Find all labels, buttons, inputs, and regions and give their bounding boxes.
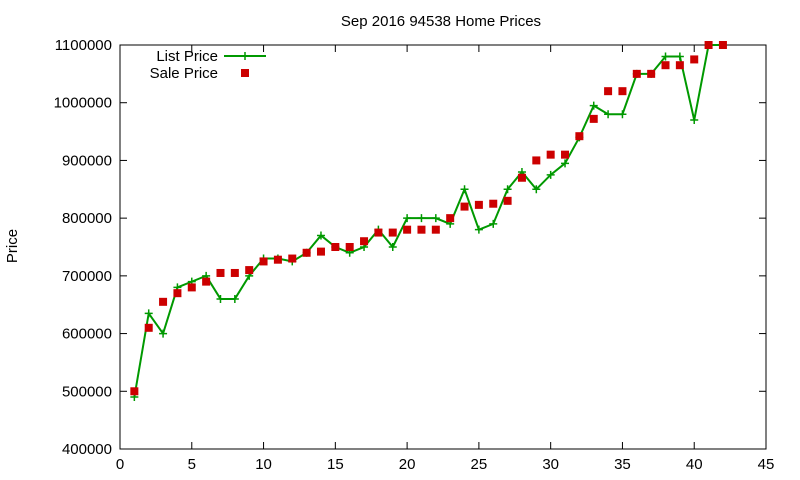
- sale-price-point: [661, 61, 670, 70]
- legend-square-swatch: [241, 69, 249, 77]
- sale-price-point: [202, 277, 211, 286]
- sale-price-point: [431, 225, 440, 234]
- sale-price-point: [331, 243, 340, 251]
- list-price-point: [675, 52, 684, 61]
- list-price-line: [133, 44, 723, 398]
- sale-price-point: [187, 283, 196, 292]
- x-tick-label: 45: [758, 456, 775, 473]
- sale-price-point: [288, 254, 297, 263]
- x-axis: 0 5 10 15 20 25 30 35 40 45: [116, 45, 775, 473]
- x-tick-label: 25: [471, 456, 488, 473]
- y-tick-label: 600000: [62, 326, 112, 343]
- y-axis: 400000 500000 600000 700000 800000 900000 1000…: [54, 37, 766, 458]
- sale-price-point: [144, 323, 153, 332]
- sale-price-point: [575, 132, 584, 141]
- list-price-point: [216, 294, 225, 303]
- list-price-point: [690, 116, 699, 125]
- sale-price-point: [690, 55, 699, 64]
- sale-price-point: [561, 150, 570, 159]
- list-price-point: [503, 185, 512, 194]
- chart-title: Sep 2016 94538 Home Prices: [341, 13, 541, 30]
- sale-price-point: [460, 202, 469, 211]
- list-price-point: [532, 185, 541, 194]
- sale-price-point: [704, 41, 713, 49]
- list-price-point: [546, 170, 555, 179]
- sale-price-point: [374, 228, 383, 237]
- sale-price-point: [675, 61, 684, 70]
- list-price-point: [604, 110, 613, 119]
- list-price-point: [460, 185, 469, 194]
- legend-label: List Price: [156, 48, 218, 65]
- sale-price-point: [388, 228, 397, 237]
- sale-price-point: [632, 69, 641, 78]
- list-price-point: [388, 243, 397, 251]
- sale-price-point: [446, 214, 455, 223]
- x-tick-label: 15: [327, 456, 344, 473]
- sale-price-point: [302, 248, 311, 257]
- sale-price-point: [360, 237, 369, 246]
- sale-price-point: [345, 243, 354, 251]
- sale-price-point: [532, 156, 541, 165]
- y-tick-label: 400000: [62, 441, 112, 458]
- list-price-point: [417, 214, 426, 223]
- sale-price-point: [130, 387, 139, 396]
- plot-area: [130, 41, 727, 402]
- sale-price-point: [517, 173, 526, 182]
- sale-price-point: [159, 297, 168, 306]
- sale-price-point: [589, 114, 598, 123]
- y-tick-label: 1100000: [55, 37, 112, 54]
- y-tick-label: 700000: [62, 268, 112, 285]
- sale-price-point: [173, 289, 182, 298]
- x-tick-label: 20: [399, 456, 416, 473]
- sale-price-point: [604, 87, 613, 96]
- sale-price-point: [245, 266, 254, 275]
- sale-price-point: [503, 196, 512, 205]
- sale-price-point: [230, 268, 239, 277]
- sale-price-point: [546, 150, 555, 159]
- x-tick-label: 35: [614, 456, 631, 473]
- sale-price-point: [273, 255, 282, 264]
- y-tick-label: 800000: [62, 210, 112, 227]
- list-price-point: [589, 101, 598, 110]
- x-tick-label: 30: [542, 456, 559, 473]
- sale-price-point: [618, 87, 627, 96]
- sale-price-point: [403, 225, 412, 234]
- x-tick-label: 5: [188, 456, 196, 473]
- y-tick-label: 900000: [62, 152, 112, 169]
- list-price-point: [489, 219, 498, 228]
- sale-price-point: [216, 268, 225, 277]
- sale-price-point: [718, 41, 727, 49]
- y-tick-label: 1000000: [54, 95, 112, 112]
- list-price-point: [661, 52, 670, 61]
- list-price-point: [144, 309, 153, 318]
- sale-price-point: [489, 199, 498, 208]
- list-price-point: [230, 294, 239, 303]
- x-tick-label: 10: [255, 456, 272, 473]
- y-axis-label: Price: [4, 229, 21, 263]
- x-tick-label: 40: [686, 456, 703, 473]
- list-price-point: [474, 225, 483, 234]
- sale-price-point: [259, 257, 268, 266]
- list-price-point: [618, 110, 627, 119]
- legend-label: Sale Price: [150, 65, 218, 82]
- sale-price-point: [647, 69, 656, 78]
- y-tick-label: 500000: [62, 383, 112, 400]
- x-tick-label: 0: [116, 456, 124, 473]
- sale-price-point: [417, 225, 426, 234]
- list-price-point: [431, 214, 440, 223]
- sale-price-point: [316, 247, 325, 256]
- list-price-point: [159, 329, 168, 338]
- list-price-point: [316, 231, 325, 240]
- plot-frame: [119, 44, 767, 450]
- list-price-point: [403, 214, 412, 223]
- sale-price-point: [474, 200, 483, 209]
- list-price-point: [561, 159, 570, 168]
- legend-plus-swatch: [241, 52, 249, 60]
